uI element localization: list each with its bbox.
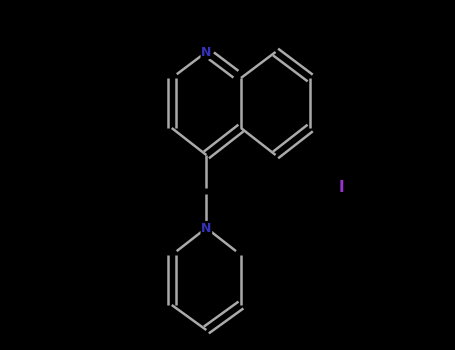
Text: N: N: [201, 46, 212, 58]
Text: I: I: [338, 181, 344, 196]
Text: N: N: [201, 222, 212, 235]
